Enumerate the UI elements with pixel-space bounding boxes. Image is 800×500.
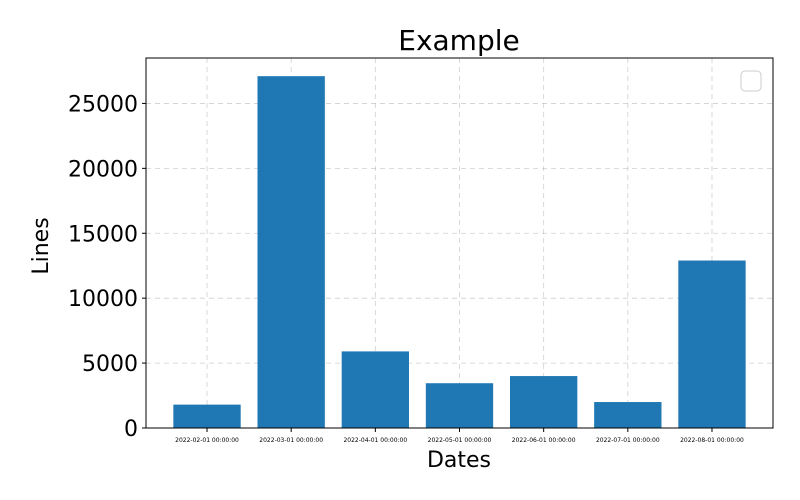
x-tick-label: 2022-06-01 00:00:00 — [512, 437, 576, 444]
y-ticks: 0 5000 10000 15000 20000 25000 — [68, 92, 146, 442]
y-tick-label: 20000 — [68, 157, 138, 182]
y-tick-label: 25000 — [68, 92, 138, 117]
x-ticks: 2022-02-01 00:00:00 2022-03-01 00:00:00 20… — [175, 428, 744, 444]
bar — [341, 351, 410, 428]
y-axis-label: Lines — [29, 217, 54, 274]
bar — [509, 376, 578, 428]
y-tick-label: 5000 — [82, 352, 138, 377]
x-tick-label: 2022-07-01 00:00:00 — [596, 437, 660, 444]
plot-frame — [145, 57, 774, 429]
y-tick-label: 0 — [124, 417, 138, 442]
x-tick-label: 2022-03-01 00:00:00 — [259, 437, 323, 444]
legend-box — [740, 70, 762, 92]
x-tick-label: 2022-02-01 00:00:00 — [175, 437, 239, 444]
x-tick-label: 2022-04-01 00:00:00 — [343, 437, 407, 444]
x-axis-label: Dates — [427, 448, 491, 473]
grid-lines — [146, 58, 773, 429]
bar — [425, 383, 494, 428]
bar — [257, 76, 325, 428]
x-tick-label: 2022-08-01 00:00:00 — [680, 437, 744, 444]
x-tick-label: 2022-05-01 00:00:00 — [428, 437, 492, 444]
bar — [173, 404, 241, 428]
y-tick-label: 15000 — [68, 222, 138, 247]
chart-title: Example — [398, 24, 519, 57]
y-tick-label: 10000 — [68, 287, 138, 312]
bar — [594, 402, 662, 428]
bars — [173, 76, 746, 428]
bar — [678, 260, 746, 428]
